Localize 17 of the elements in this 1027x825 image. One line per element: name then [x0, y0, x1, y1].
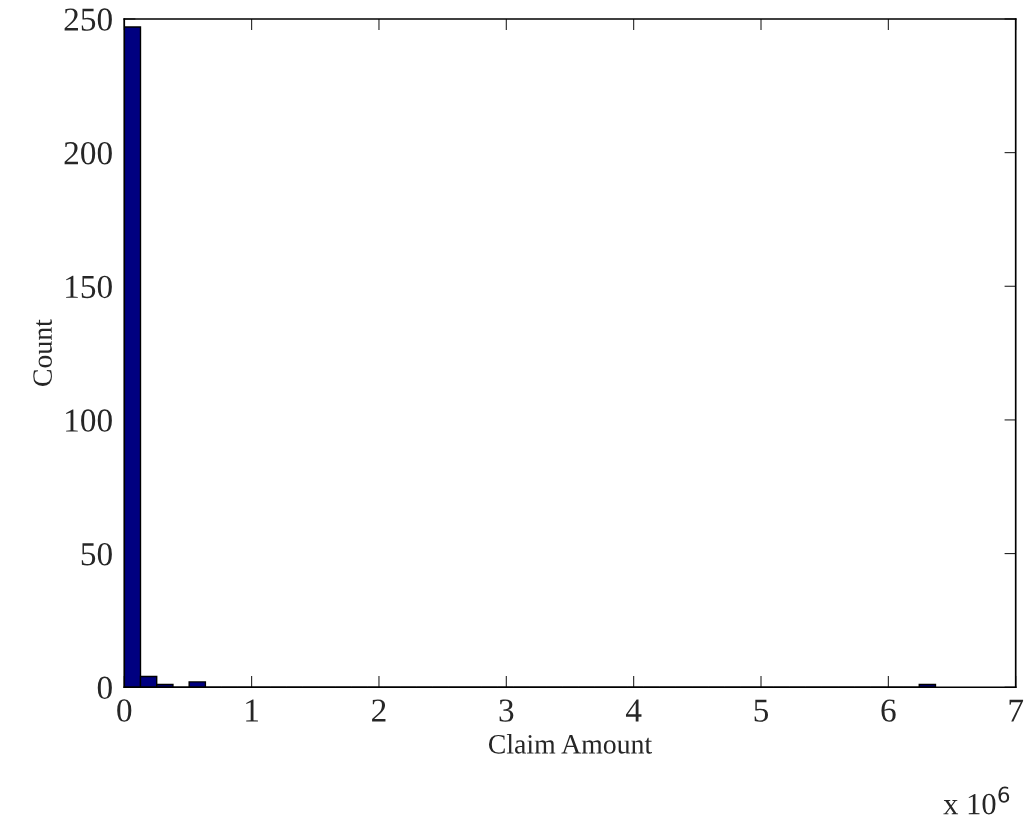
x-tick-label: 6 [881, 699, 896, 722]
y-tick-label: 250 [64, 8, 112, 31]
x-tick-label: 1 [246, 699, 258, 722]
x-tick-label: 3 [499, 699, 514, 722]
x-tick-label: 2 [372, 699, 386, 722]
y-tick-label: 100 [66, 409, 112, 432]
x-axis-title: Claim Amount [488, 734, 653, 754]
text: x 10$^{6}$ [943, 786, 1010, 815]
x-tick-label: 0 [117, 699, 132, 722]
x-tick-label: 5 [754, 699, 769, 722]
y-axis-title: Count [33, 319, 52, 386]
y-tick-label: 150 [66, 275, 112, 299]
y-tick-label: 200 [64, 142, 112, 165]
y-tick-label: 50 [81, 542, 112, 566]
y-tick-label: 0 [97, 676, 112, 700]
x-tick-label: 7 [1009, 699, 1024, 722]
x-tick-label: 4 [625, 699, 642, 722]
